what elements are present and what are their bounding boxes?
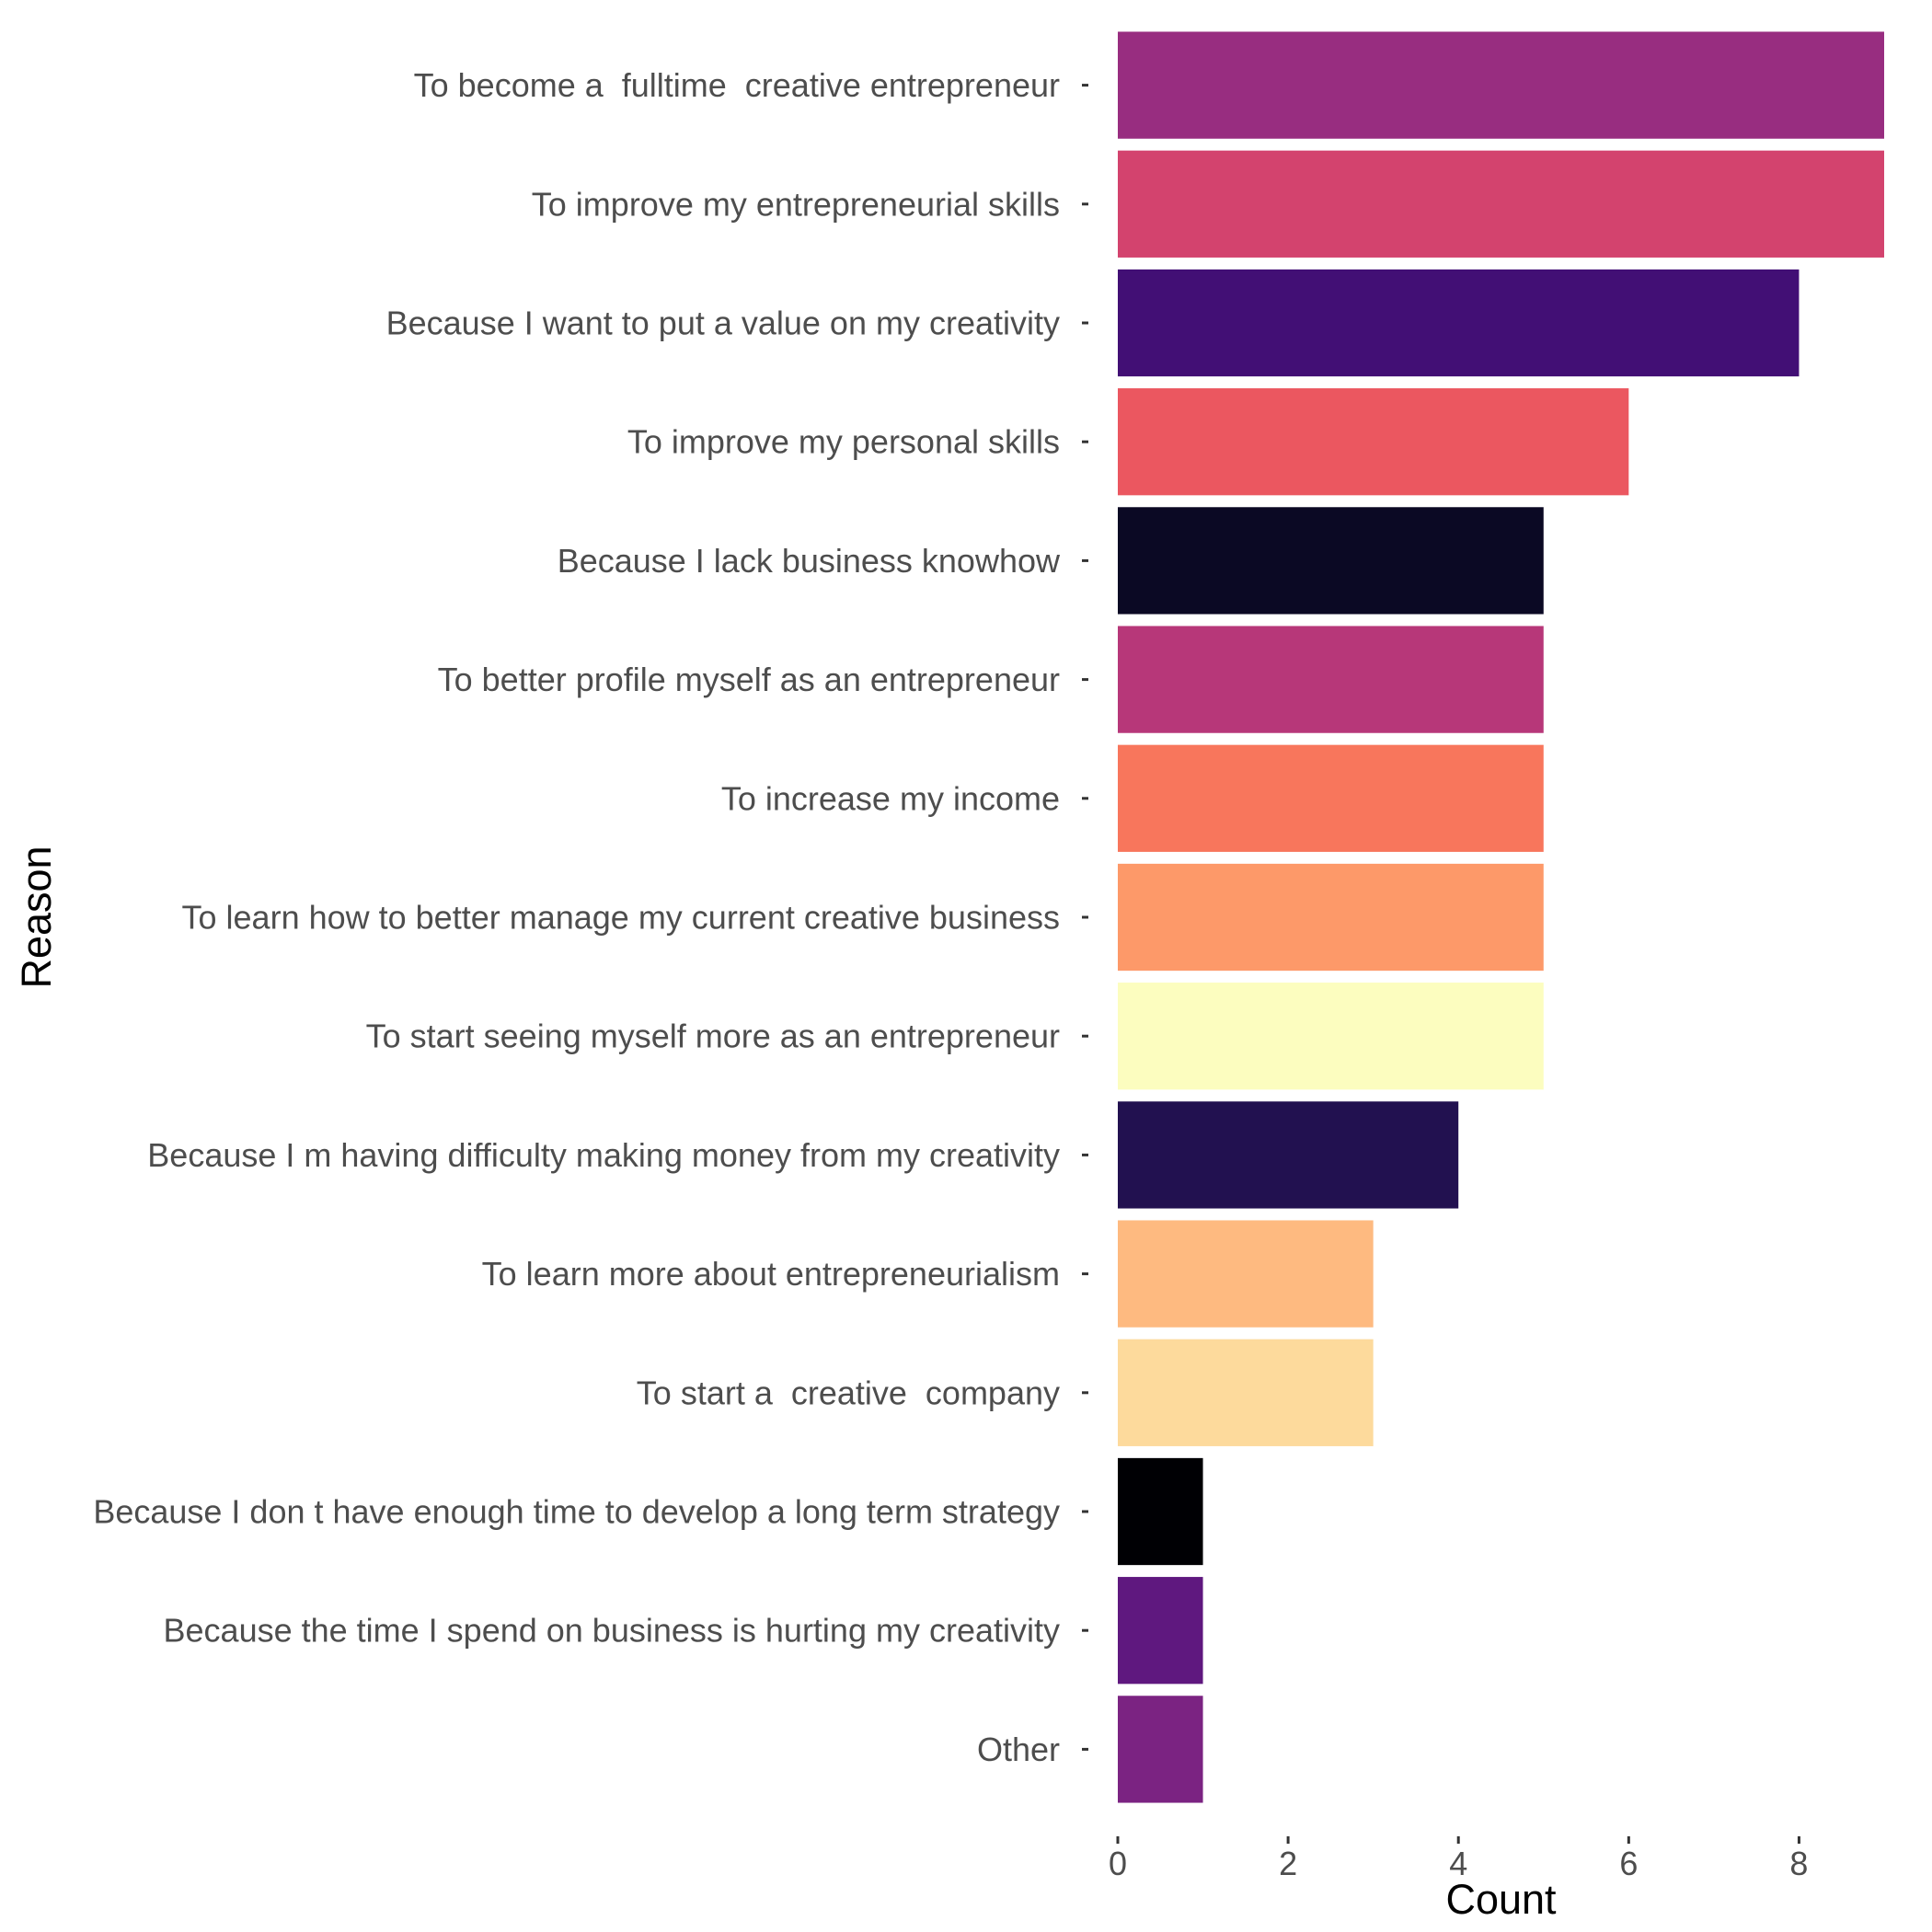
y-tick-label: To become a fulltime creative entreprene… bbox=[414, 66, 1060, 104]
y-tick-label: To start seeing myself more as an entrep… bbox=[366, 1018, 1060, 1055]
y-tick-label: Because I lack business knowhow bbox=[558, 542, 1061, 580]
y-tick-label: Because I want to put a value on my crea… bbox=[386, 305, 1060, 342]
y-tick-label: Because I m having difficulty making mon… bbox=[147, 1136, 1060, 1174]
bar bbox=[1118, 626, 1544, 733]
bar bbox=[1118, 1577, 1203, 1685]
bar bbox=[1118, 507, 1544, 615]
bar bbox=[1118, 1220, 1374, 1328]
bar bbox=[1118, 150, 1884, 258]
bar bbox=[1118, 1339, 1374, 1446]
y-tick-label: To improve my entrepreneurial skills bbox=[532, 185, 1060, 223]
bar bbox=[1118, 863, 1544, 972]
bar bbox=[1118, 388, 1629, 496]
y-tick-label: To improve my personal skills bbox=[627, 423, 1060, 461]
y-tick-label: To start a creative company bbox=[637, 1374, 1060, 1411]
x-tick-label: 2 bbox=[1279, 1845, 1297, 1882]
bar bbox=[1118, 1696, 1203, 1803]
x-axis: 0 2 4 6 8 bbox=[1109, 1836, 1808, 1882]
y-axis-title: Reason bbox=[13, 845, 60, 988]
y-axis: To become a fulltime creative entreprene… bbox=[93, 66, 1088, 1768]
bar bbox=[1118, 1101, 1459, 1209]
bar bbox=[1118, 1457, 1203, 1566]
y-tick-label: To better profile myself as an entrepren… bbox=[438, 661, 1060, 698]
x-tick-label: 0 bbox=[1109, 1845, 1127, 1882]
bar bbox=[1118, 31, 1884, 139]
x-axis-title: Count bbox=[1445, 1876, 1557, 1923]
x-tick-label: 6 bbox=[1619, 1845, 1638, 1882]
x-tick-label: 8 bbox=[1789, 1845, 1808, 1882]
y-tick-label: To increase my income bbox=[721, 779, 1060, 817]
y-tick-label: Because the time I spend on business is … bbox=[164, 1612, 1060, 1650]
y-tick-label: Because I don t have enough time to deve… bbox=[93, 1493, 1060, 1531]
bar bbox=[1118, 269, 1800, 377]
y-tick-label: Other bbox=[977, 1731, 1060, 1768]
y-tick-label: To learn more about entrepreneurialism bbox=[482, 1255, 1060, 1293]
bar bbox=[1118, 744, 1544, 852]
x-tick-label: 4 bbox=[1449, 1845, 1467, 1882]
bar bbox=[1118, 983, 1544, 1090]
bars-layer bbox=[1118, 31, 1884, 1803]
y-tick-label: To learn how to better manage my current… bbox=[182, 899, 1060, 937]
